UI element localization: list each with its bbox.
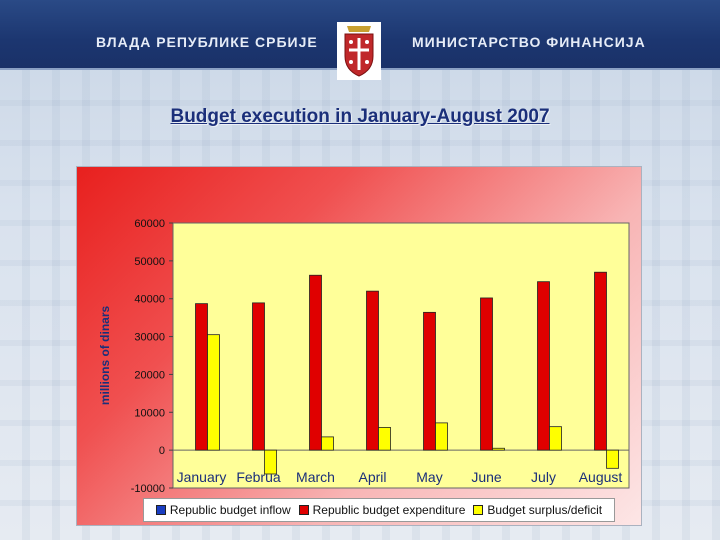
x-category-label: March bbox=[296, 469, 335, 485]
x-category-label: January bbox=[177, 469, 227, 485]
bar-expenditure-may bbox=[423, 311, 436, 451]
bar-expenditure-january bbox=[195, 303, 208, 451]
bar-surplus-april bbox=[378, 427, 391, 451]
legend-swatch-surplus bbox=[473, 505, 484, 515]
budget-chart: millions of dinars 60000 50000 40000 30000 2… bbox=[98, 218, 630, 495]
y-tick-label: 10000 bbox=[134, 407, 165, 419]
ministry-name: МИНИСТАРСТВО ФИНАНСИЈА bbox=[412, 34, 646, 50]
x-category-label: May bbox=[416, 469, 442, 485]
bar-expenditure-july bbox=[537, 281, 550, 451]
y-tick-label: -10000 bbox=[131, 483, 165, 495]
x-category-label: Februa bbox=[236, 469, 281, 485]
x-category-label: April bbox=[358, 469, 386, 485]
legend-swatch-expenditure bbox=[298, 505, 309, 515]
x-category-label: August bbox=[579, 469, 623, 485]
chart-title: Budget execution in January-August 2007 bbox=[170, 106, 550, 127]
y-tick-label: 40000 bbox=[134, 294, 165, 306]
legend-swatch-inflow bbox=[155, 505, 166, 515]
x-category-label: July bbox=[531, 469, 556, 485]
bar-expenditure-april bbox=[366, 290, 379, 451]
bar-surplus-june bbox=[492, 447, 505, 451]
legend-label-surplus: Budget surplus/deficit bbox=[487, 503, 603, 517]
y-tick-label: 20000 bbox=[134, 369, 165, 381]
bar-surplus-january bbox=[207, 334, 220, 451]
y-tick-label: 50000 bbox=[134, 256, 165, 268]
chart-legend: Republic budget inflow Republic budget e… bbox=[143, 498, 615, 522]
bar-expenditure-august bbox=[594, 271, 607, 451]
x-category-label: June bbox=[471, 469, 502, 485]
coat-of-arms-icon bbox=[337, 22, 381, 80]
bar-surplus-februa bbox=[264, 449, 277, 475]
legend-item-expenditure: Republic budget expenditure bbox=[298, 503, 466, 517]
legend-item-inflow: Republic budget inflow bbox=[155, 503, 291, 517]
bar-expenditure-februa bbox=[252, 302, 265, 451]
legend-item-surplus: Budget surplus/deficit bbox=[473, 503, 602, 517]
y-tick-label: 0 bbox=[159, 445, 165, 457]
bar-surplus-august bbox=[606, 449, 619, 469]
government-name: ВЛАДА РЕПУБЛИКЕ СРБИЈЕ bbox=[96, 34, 318, 50]
legend-label-inflow: Republic budget inflow bbox=[169, 503, 291, 517]
bar-surplus-may bbox=[435, 422, 448, 451]
y-tick-label: 60000 bbox=[134, 218, 165, 230]
y-axis-label: millions of dinars bbox=[98, 306, 112, 406]
y-tick-label: 30000 bbox=[134, 332, 165, 344]
legend-label-expenditure: Republic budget expenditure bbox=[312, 503, 466, 517]
bar-surplus-july bbox=[549, 426, 562, 451]
bar-expenditure-march bbox=[309, 274, 322, 451]
bar-expenditure-june bbox=[480, 297, 493, 451]
chart-frame: millions of dinars 60000 50000 40000 30000 2… bbox=[76, 166, 642, 526]
bar-surplus-march bbox=[321, 436, 334, 451]
